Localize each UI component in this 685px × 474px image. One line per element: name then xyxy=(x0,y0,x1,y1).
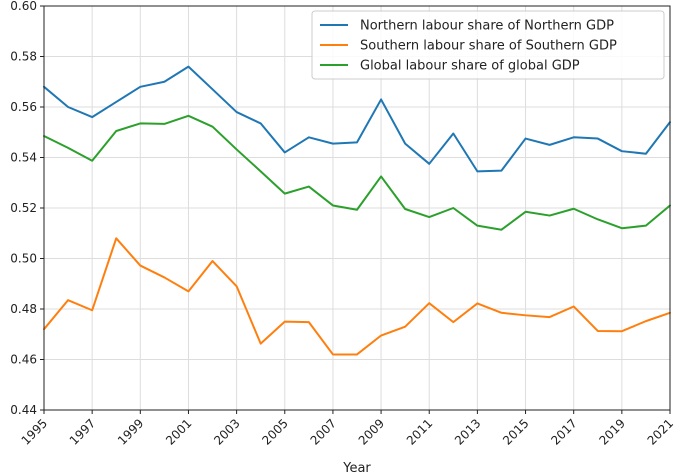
x-tick-label: 2015 xyxy=(500,416,531,447)
x-tick-label: 2011 xyxy=(404,416,435,447)
x-tick-label: 1997 xyxy=(67,416,98,447)
series-line-0 xyxy=(43,65,671,173)
x-tick-label: 1995 xyxy=(19,416,50,447)
x-tick-label: 1999 xyxy=(115,416,146,447)
x-tick-label: 2021 xyxy=(645,416,676,447)
y-tick-label: 0.54 xyxy=(10,151,37,165)
x-tick-label: 2001 xyxy=(163,416,194,447)
y-tick-label: 0.58 xyxy=(10,50,37,64)
series-line-2 xyxy=(43,114,671,231)
legend-label: Northern labour share of Northern GDP xyxy=(360,19,614,34)
series-line-1 xyxy=(43,237,671,356)
x-axis-ticks: 1995 1997 1999 2001 2003 2005 2007 2009 2011 2013… xyxy=(19,410,676,448)
y-tick-label: 0.46 xyxy=(10,353,37,367)
y-tick-label: 0.60 xyxy=(10,0,37,13)
x-axis-label: Year xyxy=(342,461,371,474)
x-tick-label: 2017 xyxy=(548,416,579,447)
legend: Northern labour share of Northern GDP Sou… xyxy=(311,10,665,80)
x-tick-label: 2009 xyxy=(356,416,387,447)
legend-box xyxy=(311,10,665,80)
x-tick-label: 2003 xyxy=(211,416,242,447)
y-tick-label: 0.56 xyxy=(10,100,37,114)
y-tick-label: 0.48 xyxy=(10,302,37,316)
x-tick-label: 2007 xyxy=(308,416,339,447)
x-tick-label: 2019 xyxy=(596,416,627,447)
x-tick-label: 2013 xyxy=(452,416,483,447)
x-tick-label: 2005 xyxy=(259,416,290,447)
legend-label: Global labour share of global GDP xyxy=(360,59,580,74)
series-lines xyxy=(43,65,671,356)
y-tick-label: 0.44 xyxy=(10,403,37,417)
y-tick-label: 0.52 xyxy=(10,201,37,215)
y-axis-ticks: 0.44 0.46 0.48 0.50 0.52 0.54 0.56 0.58 0.60 xyxy=(10,0,44,417)
legend-label: Southern labour share of Southern GDP xyxy=(360,39,617,54)
y-tick-label: 0.50 xyxy=(10,252,37,266)
